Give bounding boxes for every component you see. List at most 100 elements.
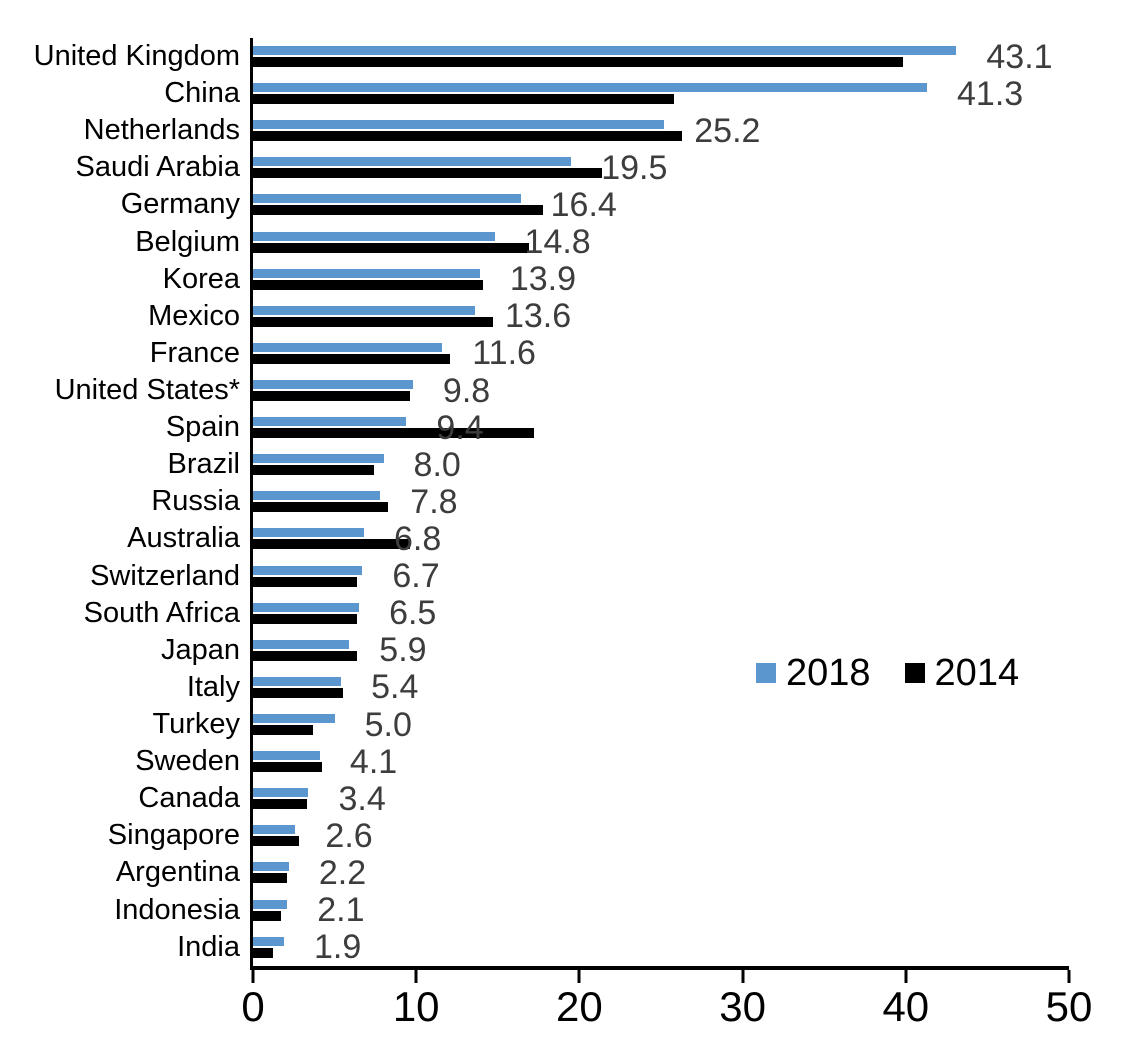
bar-2018 bbox=[253, 379, 413, 389]
x-axis-tick bbox=[251, 970, 255, 983]
chart-row: 13.6 bbox=[253, 298, 1069, 335]
category-label: Mexico bbox=[148, 299, 240, 332]
bar-2014 bbox=[253, 205, 544, 216]
value-label: 2.6 bbox=[325, 816, 373, 855]
bar-2018 bbox=[253, 528, 364, 538]
value-label: 5.0 bbox=[364, 705, 412, 744]
chart-row: 1.9 bbox=[253, 929, 1069, 966]
value-label: 16.4 bbox=[550, 185, 617, 224]
bar-2018 bbox=[253, 83, 928, 93]
value-label: 7.8 bbox=[410, 482, 458, 521]
bar-2018 bbox=[253, 565, 363, 575]
bar-2018 bbox=[253, 194, 521, 204]
x-axis: 0 10 20 30 40 50 bbox=[241, 970, 1092, 1034]
bar-2014 bbox=[253, 687, 343, 698]
value-label: 6.5 bbox=[389, 594, 437, 633]
category-label: United States* bbox=[54, 374, 240, 407]
x-axis-tick bbox=[414, 970, 418, 983]
chart-row: 2.1 bbox=[253, 892, 1069, 929]
value-label: 6.8 bbox=[393, 519, 442, 558]
bar-2014 bbox=[253, 947, 273, 958]
x-axis-tick-label: 40 bbox=[882, 983, 930, 1030]
chart-row: 6.8 bbox=[253, 520, 1069, 557]
chart-row: 5.0 bbox=[253, 706, 1069, 743]
bar-2018 bbox=[253, 454, 384, 464]
bar-2018 bbox=[253, 268, 480, 278]
legend-entry-2018: 2018 bbox=[756, 654, 871, 692]
value-label: 11.6 bbox=[472, 334, 536, 373]
bar-2014 bbox=[253, 576, 358, 587]
bar-2014 bbox=[253, 131, 683, 142]
category-label: France bbox=[149, 336, 240, 369]
legend-label: 2014 bbox=[934, 652, 1020, 694]
bar-2018 bbox=[253, 120, 665, 130]
legend-swatch-2014 bbox=[904, 663, 925, 683]
category-label: Brazil bbox=[167, 448, 240, 481]
value-label: 13.6 bbox=[504, 297, 572, 336]
category-label: Belgium bbox=[135, 225, 240, 258]
chart-row: 14.8 bbox=[253, 224, 1069, 261]
category-label: Germany bbox=[120, 188, 240, 221]
bar-2014 bbox=[253, 94, 675, 105]
bar-2018 bbox=[253, 491, 381, 501]
legend-swatch-2018 bbox=[756, 663, 776, 683]
chart-row: 9.8 bbox=[253, 372, 1069, 409]
bar-2014 bbox=[253, 390, 410, 401]
bar-2018 bbox=[253, 899, 288, 909]
bar-2014 bbox=[253, 613, 358, 624]
bar-2014 bbox=[253, 353, 451, 364]
x-axis-tick bbox=[904, 970, 908, 983]
chart-row: 2.2 bbox=[253, 854, 1069, 891]
x-axis-tick bbox=[741, 970, 745, 983]
bar-2014 bbox=[253, 465, 374, 476]
chart-row: 13.9 bbox=[253, 261, 1069, 298]
value-label: 9.8 bbox=[442, 371, 491, 410]
x-axis-tick bbox=[577, 970, 581, 983]
chart-row: 2.6 bbox=[253, 817, 1069, 854]
bar-2014 bbox=[253, 799, 307, 810]
legend-label: 2018 bbox=[786, 652, 871, 694]
value-label: 9.4 bbox=[436, 408, 484, 447]
bar-2014 bbox=[253, 428, 534, 439]
value-label: 8.0 bbox=[413, 445, 461, 484]
x-axis-tick-label: 50 bbox=[1045, 983, 1093, 1030]
chart-row: 5.9 bbox=[253, 632, 1069, 669]
bar-2014 bbox=[253, 279, 484, 290]
x-axis-tick bbox=[1067, 970, 1071, 983]
category-label: Saudi Arabia bbox=[75, 151, 240, 184]
bar-2014 bbox=[253, 650, 358, 661]
chart-row: 25.2 bbox=[253, 112, 1069, 149]
bar-2018 bbox=[253, 157, 572, 167]
bar-2014 bbox=[253, 873, 288, 884]
chart-row: 43.1 bbox=[253, 38, 1069, 75]
bar-2018 bbox=[253, 602, 360, 612]
bar-2018 bbox=[253, 231, 495, 241]
category-label: Singapore bbox=[107, 819, 240, 852]
chart-row: 8.0 bbox=[253, 446, 1069, 483]
bar-2018 bbox=[253, 862, 289, 872]
value-label: 6.7 bbox=[392, 557, 440, 596]
chart-row: 7.8 bbox=[253, 483, 1069, 520]
bar-2014 bbox=[253, 539, 410, 550]
category-label: Japan bbox=[160, 633, 240, 666]
value-label: 2.2 bbox=[318, 853, 367, 892]
value-label: 25.2 bbox=[694, 111, 761, 150]
chart-row: 9.4 bbox=[253, 409, 1069, 446]
bar-2018 bbox=[253, 342, 443, 352]
chart-row: 19.5 bbox=[253, 149, 1069, 186]
bar-2018 bbox=[253, 788, 309, 798]
category-label: China bbox=[164, 77, 240, 110]
chart-row: 6.7 bbox=[253, 558, 1069, 595]
category-label: Korea bbox=[162, 262, 240, 295]
legend: 2018 2014 bbox=[756, 654, 1019, 692]
value-label: 5.9 bbox=[379, 631, 427, 670]
value-label: 3.4 bbox=[338, 779, 386, 818]
bar-2018 bbox=[253, 305, 475, 315]
category-label: Argentina bbox=[115, 856, 240, 889]
plot-area: 43.1 41.3 25.2 19.5 16.4 14.8 13.9 13.6 11.6 9.8 9… bbox=[250, 38, 1069, 970]
bar-2018 bbox=[253, 46, 957, 55]
value-label: 1.9 bbox=[314, 928, 362, 967]
value-label: 14.8 bbox=[524, 223, 591, 262]
category-label: Spain bbox=[165, 411, 240, 444]
category-label: Canada bbox=[138, 782, 240, 815]
